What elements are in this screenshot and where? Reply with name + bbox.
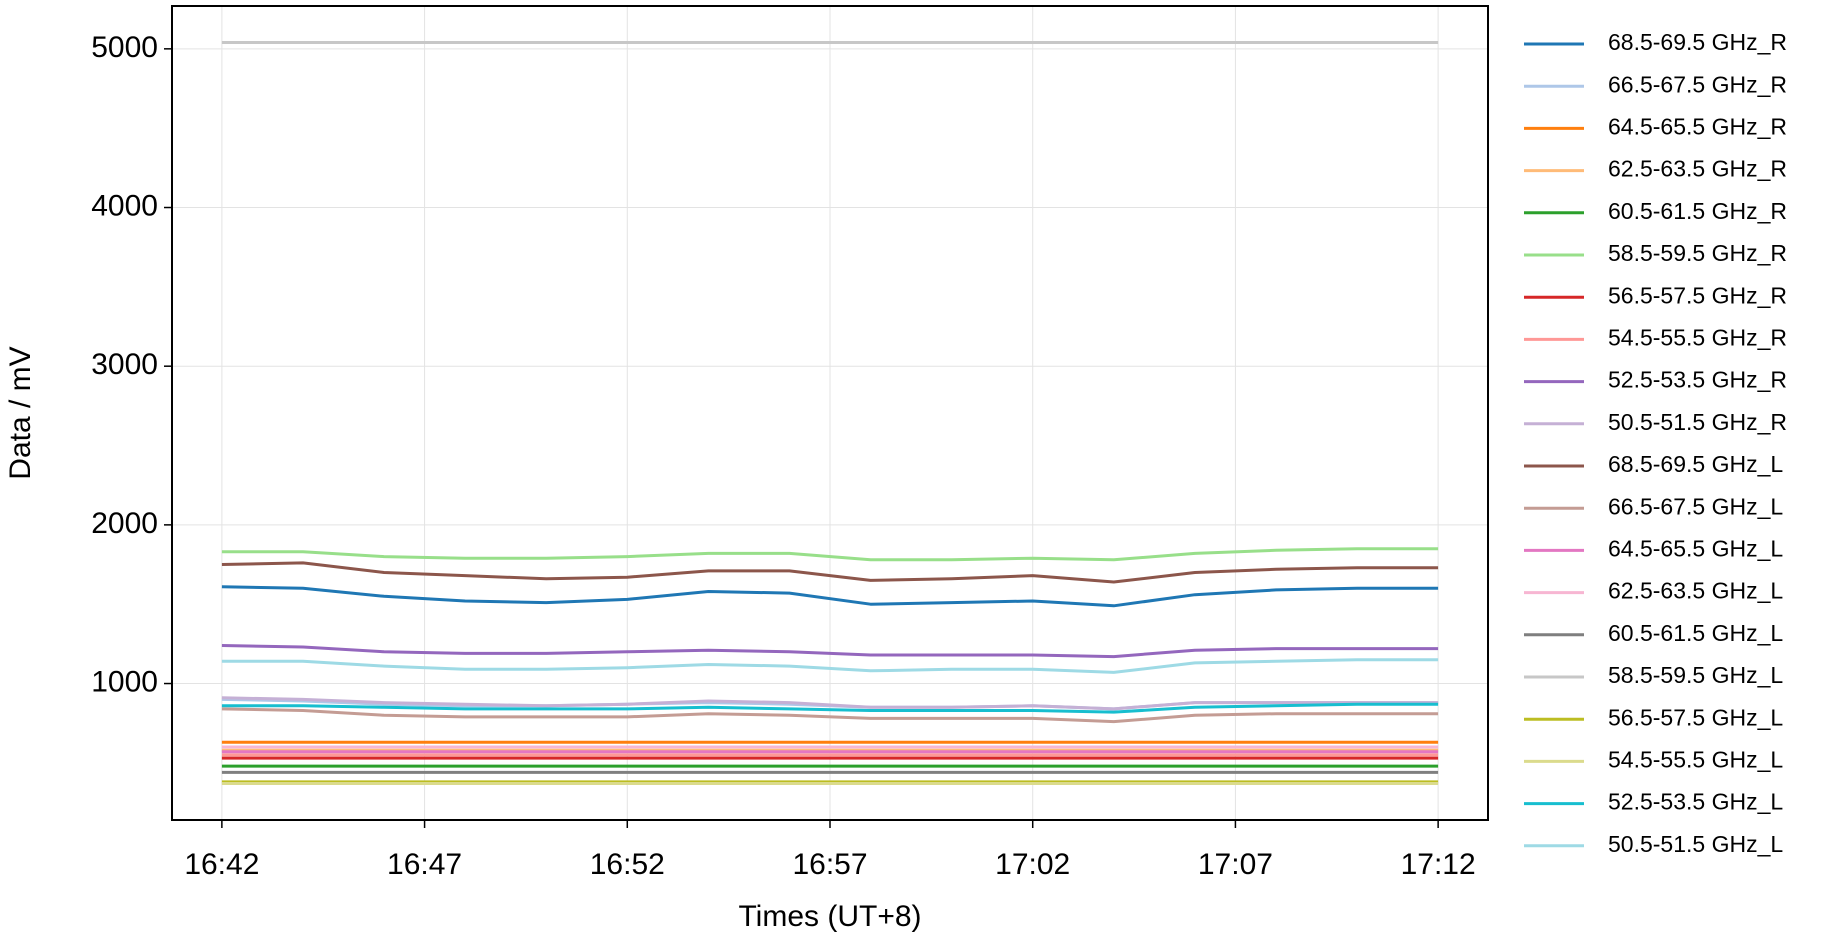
series-line bbox=[221, 702, 1439, 714]
legend-label: 62.5-63.5 GHz_R bbox=[1608, 156, 1787, 182]
legend-label: 66.5-67.5 GHz_R bbox=[1608, 71, 1787, 97]
legend-label: 58.5-59.5 GHz_L bbox=[1608, 662, 1783, 688]
legend-label: 64.5-65.5 GHz_R bbox=[1608, 113, 1787, 139]
plot-frame bbox=[171, 5, 1489, 821]
legend-label: 68.5-69.5 GHz_L bbox=[1608, 451, 1783, 477]
legend-label: 68.5-69.5 GHz_R bbox=[1608, 29, 1787, 55]
series-line bbox=[221, 644, 1439, 659]
legend-label: 54.5-55.5 GHz_L bbox=[1608, 746, 1783, 772]
x-tick-label: 17:12 bbox=[1401, 848, 1476, 881]
series-line bbox=[221, 547, 1439, 562]
series-line bbox=[221, 585, 1439, 608]
legend-label: 62.5-63.5 GHz_L bbox=[1608, 578, 1783, 604]
legend-label: 52.5-53.5 GHz_R bbox=[1608, 367, 1787, 393]
x-axis-label: Times (UT+8) bbox=[738, 900, 921, 933]
legend-label: 58.5-59.5 GHz_R bbox=[1608, 240, 1787, 266]
legend-label: 60.5-61.5 GHz_R bbox=[1608, 198, 1787, 224]
series-line bbox=[221, 658, 1439, 674]
y-tick-label: 4000 bbox=[91, 189, 158, 222]
y-axis-label: Data / mV bbox=[4, 346, 37, 479]
legend-label: 50.5-51.5 GHz_R bbox=[1608, 409, 1787, 435]
x-tick-label: 16:42 bbox=[184, 848, 259, 881]
legend-label: 60.5-61.5 GHz_L bbox=[1608, 620, 1783, 646]
x-tick-label: 17:07 bbox=[1198, 848, 1273, 881]
x-tick-label: 16:47 bbox=[387, 848, 462, 881]
legend-label: 56.5-57.5 GHz_R bbox=[1608, 282, 1787, 308]
y-tick-label: 1000 bbox=[91, 665, 158, 698]
series-line bbox=[221, 561, 1439, 584]
y-tick-label: 2000 bbox=[91, 507, 158, 540]
legend-label: 54.5-55.5 GHz_R bbox=[1608, 324, 1787, 350]
x-tick-label: 16:57 bbox=[792, 848, 867, 881]
legend-label: 56.5-57.5 GHz_L bbox=[1608, 704, 1783, 730]
legend-label: 66.5-67.5 GHz_L bbox=[1608, 493, 1783, 519]
y-tick-label: 3000 bbox=[91, 348, 158, 381]
series-line bbox=[221, 707, 1439, 724]
legend-label: 52.5-53.5 GHz_L bbox=[1608, 789, 1783, 815]
legend-label: 64.5-65.5 GHz_L bbox=[1608, 535, 1783, 561]
series-line bbox=[221, 696, 1439, 711]
legend-label: 50.5-51.5 GHz_L bbox=[1608, 831, 1783, 857]
y-tick-label: 5000 bbox=[91, 31, 158, 64]
x-tick-label: 16:52 bbox=[590, 848, 665, 881]
x-tick-label: 17:02 bbox=[995, 848, 1070, 881]
